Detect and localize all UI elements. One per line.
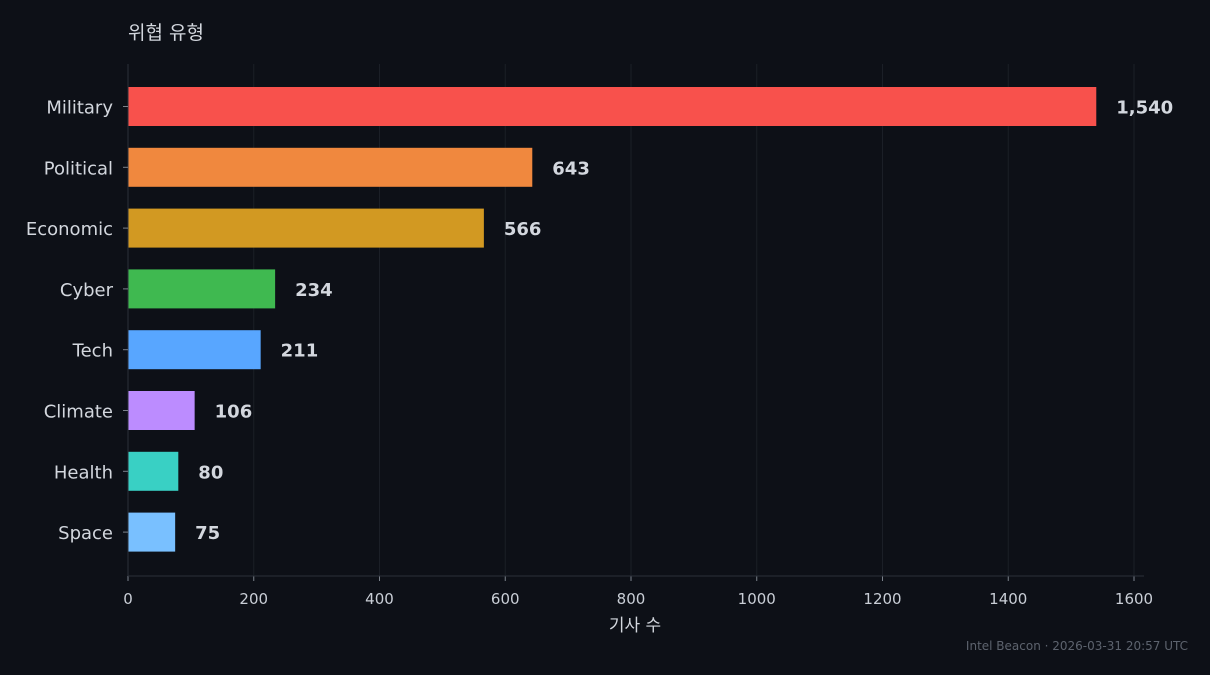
x-tick-label: 400: [365, 590, 394, 608]
category-label-political: Political: [44, 158, 113, 179]
value-label-space: 75: [195, 523, 220, 544]
grid-lines: [253, 64, 1135, 576]
category-label-tech: Tech: [72, 341, 113, 362]
category-label-military: Military: [46, 98, 113, 119]
value-label-economic: 566: [504, 219, 542, 240]
value-label-tech: 211: [281, 341, 319, 362]
category-labels: Military Political Economic Cyber Tech Climat…: [26, 98, 114, 545]
bars: [128, 87, 1097, 552]
value-label-climate: 106: [215, 402, 253, 423]
value-label-political: 643: [552, 158, 590, 179]
category-label-climate: Climate: [44, 402, 113, 423]
value-label-cyber: 234: [295, 280, 333, 301]
bar-climate: [128, 391, 195, 430]
category-label-health: Health: [54, 462, 113, 483]
bar-tech: [128, 330, 261, 370]
category-label-cyber: Cyber: [60, 280, 114, 301]
x-tick-label: 800: [617, 590, 646, 608]
chart-title: 위협 유형: [128, 22, 204, 44]
x-tick-label: 1600: [1115, 590, 1153, 608]
x-tick-label: 0: [123, 590, 133, 608]
category-label-economic: Economic: [26, 219, 113, 240]
bar-military: [128, 87, 1097, 126]
bar-political: [128, 147, 533, 187]
bar-health: [128, 451, 179, 491]
x-tick-label: 1200: [863, 590, 901, 608]
bar-economic: [128, 208, 484, 248]
axes: 0 200 400 600 800 1000 1200 1400 1600: [123, 64, 1153, 608]
category-label-space: Space: [58, 523, 113, 544]
x-tick-label: 600: [491, 590, 520, 608]
x-axis-title: 기사 수: [609, 616, 661, 636]
value-label-health: 80: [198, 462, 223, 483]
footer-timestamp: Intel Beacon · 2026-03-31 20:57 UTC: [966, 639, 1188, 653]
bar-cyber: [128, 269, 276, 309]
bar-space: [128, 512, 176, 552]
x-tick-label: 1400: [989, 590, 1027, 608]
x-tick-label: 1000: [738, 590, 776, 608]
value-label-military: 1,540: [1116, 98, 1173, 119]
value-labels: 1,540 643 566 234 211 106 80 75: [195, 98, 1173, 545]
x-tick-label: 200: [239, 590, 268, 608]
